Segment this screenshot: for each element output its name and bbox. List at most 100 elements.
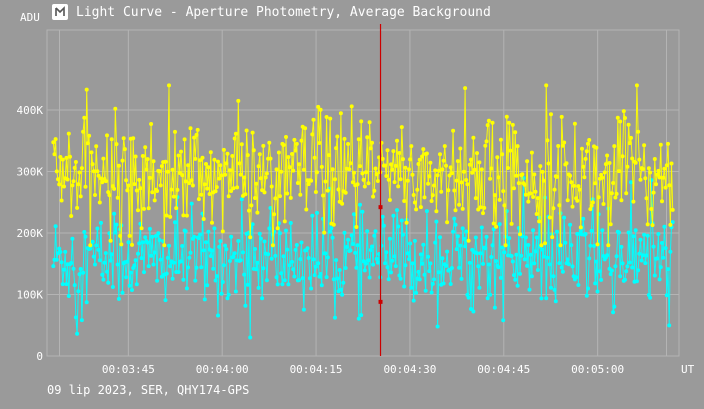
data-point xyxy=(149,122,154,126)
data-point xyxy=(99,220,103,225)
data-point xyxy=(477,160,482,165)
data-point xyxy=(670,207,675,212)
data-point xyxy=(253,196,257,200)
data-point xyxy=(416,162,421,166)
data-point xyxy=(251,148,256,153)
data-point xyxy=(537,219,542,224)
data-point xyxy=(210,220,214,225)
data-point xyxy=(297,162,302,167)
data-point xyxy=(409,144,414,149)
data-point xyxy=(213,278,218,283)
data-point xyxy=(510,259,515,264)
data-point xyxy=(510,122,515,127)
data-point xyxy=(421,242,426,247)
data-point xyxy=(459,180,464,185)
data-point xyxy=(515,283,520,288)
data-point xyxy=(420,261,425,266)
data-point xyxy=(188,250,193,255)
data-point xyxy=(643,176,648,181)
data-point xyxy=(73,315,78,320)
data-point xyxy=(95,226,100,231)
data-point xyxy=(625,264,630,269)
data-point xyxy=(557,261,562,266)
data-point xyxy=(189,178,194,183)
data-point xyxy=(316,104,321,109)
data-point xyxy=(233,289,238,294)
data-point xyxy=(273,196,278,201)
data-point xyxy=(649,207,654,211)
data-point xyxy=(312,273,317,278)
data-point xyxy=(656,168,661,173)
data-point xyxy=(513,130,518,135)
data-point xyxy=(125,188,130,193)
data-point xyxy=(578,228,583,233)
data-point xyxy=(212,157,217,162)
data-point xyxy=(509,221,514,226)
data-point xyxy=(257,231,262,236)
sharpcap-logo-icon xyxy=(52,4,68,20)
data-point xyxy=(295,181,300,185)
data-point xyxy=(455,234,460,239)
data-point xyxy=(371,262,376,267)
data-point xyxy=(301,307,306,312)
data-point xyxy=(393,264,398,269)
data-point xyxy=(79,166,84,171)
data-point xyxy=(167,83,171,88)
cursor-layer[interactable] xyxy=(378,24,383,356)
data-point xyxy=(569,243,574,248)
data-point xyxy=(404,220,409,225)
data-point xyxy=(340,201,345,206)
data-point xyxy=(464,229,469,234)
data-point xyxy=(73,160,78,164)
data-point xyxy=(77,272,82,277)
data-point xyxy=(287,263,292,268)
data-point xyxy=(448,282,453,286)
data-point xyxy=(227,168,232,173)
data-point xyxy=(488,176,493,181)
data-point xyxy=(365,135,370,140)
data-point xyxy=(514,252,519,257)
data-point xyxy=(184,213,189,218)
data-point xyxy=(485,123,490,128)
data-point xyxy=(282,219,287,224)
data-point xyxy=(330,167,335,172)
data-point xyxy=(261,143,266,148)
data-point xyxy=(618,274,623,279)
data-point xyxy=(380,214,385,219)
data-point xyxy=(109,252,114,257)
data-point xyxy=(520,172,525,177)
data-point xyxy=(181,213,186,218)
data-point xyxy=(71,179,76,184)
data-point xyxy=(383,163,388,168)
data-point xyxy=(522,257,527,262)
data-point xyxy=(298,192,303,197)
data-point xyxy=(245,282,250,287)
data-point xyxy=(529,274,534,279)
data-point xyxy=(225,296,230,301)
data-point xyxy=(58,250,63,254)
data-point xyxy=(204,240,208,245)
data-point xyxy=(52,152,57,157)
data-point xyxy=(106,280,111,285)
data-point xyxy=(442,144,447,149)
data-point xyxy=(601,202,606,206)
data-point xyxy=(368,248,373,252)
data-point xyxy=(402,284,407,289)
data-point xyxy=(415,187,420,192)
data-point xyxy=(608,272,613,277)
data-point xyxy=(485,296,490,301)
data-point xyxy=(375,179,380,183)
data-point xyxy=(318,272,323,276)
data-point xyxy=(410,172,415,177)
data-point xyxy=(218,163,223,168)
data-point xyxy=(89,150,94,155)
data-point xyxy=(470,170,475,175)
data-point xyxy=(90,239,95,244)
data-point xyxy=(225,151,230,156)
data-point xyxy=(281,254,286,259)
data-point xyxy=(331,277,336,282)
data-point xyxy=(112,211,117,216)
data-point xyxy=(243,303,248,308)
data-point xyxy=(497,222,502,227)
